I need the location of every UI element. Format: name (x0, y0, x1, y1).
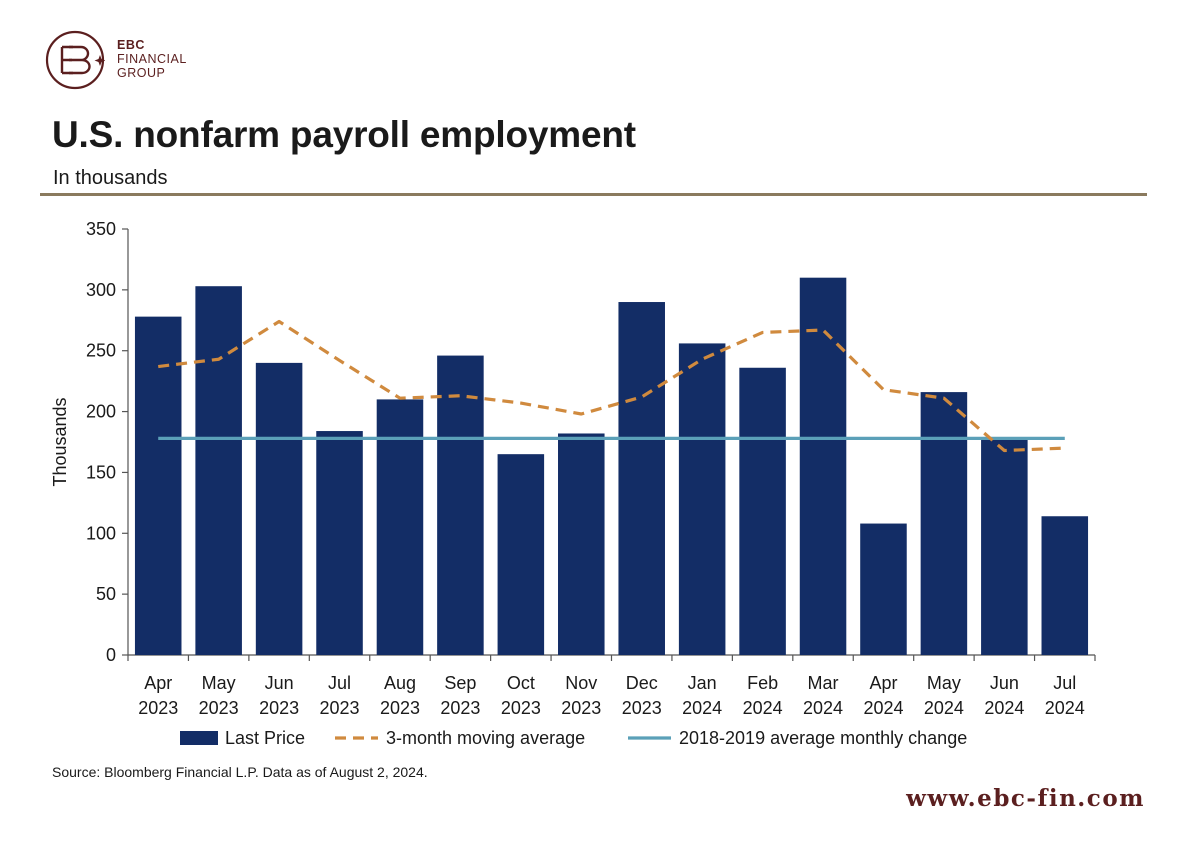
x-tick-label: Apr 2024 (863, 673, 903, 718)
header-divider (40, 193, 1147, 196)
bar-last-price (618, 302, 665, 655)
y-tick-label: 150 (86, 462, 116, 482)
bar-last-price (376, 399, 424, 655)
legend-label-moving-average: 3-month moving average (386, 728, 585, 748)
y-tick-label: 350 (86, 219, 116, 239)
website-url: www.ebc-fin.com (906, 785, 1145, 812)
legend-label-2018-2019-average: 2018-2019 average monthly change (679, 728, 967, 748)
bar-last-price (497, 454, 545, 655)
bar-last-price (1041, 516, 1089, 655)
bar-last-price (195, 286, 242, 655)
payroll-chart: 0 50 100 150 200 250 300 350 Thousands Apr 2023 May… (50, 219, 1096, 748)
bar-last-price (860, 523, 907, 655)
x-tick-label: Dec 2023 (622, 673, 662, 718)
legend-swatch-last-price (180, 731, 218, 745)
bar-last-price (316, 431, 363, 655)
bar-last-price (678, 343, 726, 655)
brand-name: EBC FINANCIAL GROUP (117, 38, 187, 80)
bar-last-price (739, 367, 786, 655)
y-tick-label: 50 (96, 584, 116, 604)
bar-last-price (134, 316, 182, 655)
x-tick-label: Aug 2023 (380, 673, 420, 718)
chart-subtitle: In thousands (53, 167, 168, 189)
x-tick-label: Nov 2023 (561, 673, 601, 718)
y-tick-label: 0 (106, 645, 116, 665)
x-tick-label: Mar 2024 (803, 673, 843, 718)
x-tick-label: Jul 2023 (320, 673, 360, 718)
brand-name-line1: EBC (117, 38, 145, 52)
bar-last-price (558, 433, 605, 655)
bar-last-price (920, 392, 968, 655)
y-axis-title: Thousands (50, 397, 70, 486)
x-tick-label: May 2024 (924, 673, 964, 718)
chart-title: U.S. nonfarm payroll employment (52, 114, 636, 155)
chart-legend: Last Price 3-month moving average 2018-201… (180, 728, 967, 748)
brand-logo: EBC FINANCIAL GROUP (45, 30, 205, 90)
ebc-logo-icon (45, 30, 105, 90)
y-tick-label: 300 (86, 280, 116, 300)
legend-label-last-price: Last Price (225, 728, 305, 748)
x-tick-label: Jan 2024 (682, 673, 722, 718)
y-tick-label: 100 (86, 523, 116, 543)
bar-last-price (799, 277, 847, 655)
x-tick-label: Oct 2023 (501, 673, 541, 718)
x-tick-label: Apr 2023 (138, 673, 178, 718)
y-tick-label: 250 (86, 341, 116, 361)
x-tick-label: Jun 2024 (984, 673, 1024, 718)
brand-name-line3: GROUP (117, 66, 166, 80)
brand-name-line2: FINANCIAL (117, 52, 187, 66)
x-tick-label: Jul 2024 (1045, 673, 1085, 718)
bar-last-price (981, 437, 1028, 655)
bar-last-price (437, 355, 484, 655)
x-tick-label: Feb 2024 (743, 673, 783, 718)
series-line-3-month-moving-average (158, 319, 1065, 453)
x-tick-label: Jun 2023 (259, 673, 299, 718)
y-tick-label: 200 (86, 402, 116, 422)
x-tick-label: May 2023 (199, 673, 239, 718)
x-tick-label: Sep 2023 (440, 673, 480, 718)
source-note: Source: Bloomberg Financial L.P. Data as… (52, 764, 428, 780)
bar-last-price (255, 362, 303, 655)
